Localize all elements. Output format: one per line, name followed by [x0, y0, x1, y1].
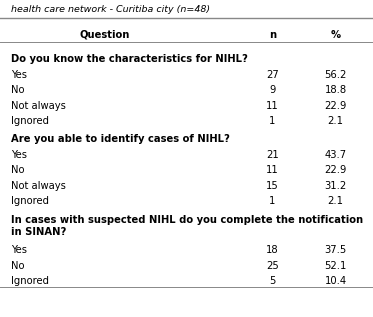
Text: Are you able to identify cases of NIHL?: Are you able to identify cases of NIHL? — [11, 134, 230, 145]
Text: health care network - Curitiba city (n=48): health care network - Curitiba city (n=4… — [11, 5, 210, 14]
Text: Yes: Yes — [11, 245, 27, 256]
Text: Ignored: Ignored — [11, 196, 49, 206]
Text: Question: Question — [79, 30, 130, 40]
Text: 1: 1 — [269, 116, 276, 126]
Text: Do you know the characteristics for NIHL?: Do you know the characteristics for NIHL… — [11, 54, 248, 64]
Text: 52.1: 52.1 — [325, 261, 347, 271]
Text: 31.2: 31.2 — [325, 181, 347, 191]
Text: 18.8: 18.8 — [325, 85, 347, 95]
Text: Not always: Not always — [11, 100, 66, 111]
Text: No: No — [11, 85, 25, 95]
Text: No: No — [11, 165, 25, 175]
Text: In cases with suspected NIHL do you complete the notification
in SINAN?: In cases with suspected NIHL do you comp… — [11, 215, 363, 237]
Text: 25: 25 — [266, 261, 279, 271]
Text: 10.4: 10.4 — [325, 276, 347, 286]
Text: 2.1: 2.1 — [328, 116, 344, 126]
Text: 18: 18 — [266, 245, 279, 256]
Text: 5: 5 — [269, 276, 276, 286]
Text: 22.9: 22.9 — [325, 165, 347, 175]
Text: Ignored: Ignored — [11, 116, 49, 126]
Text: 56.2: 56.2 — [325, 70, 347, 80]
Text: %: % — [330, 30, 341, 40]
Text: 43.7: 43.7 — [325, 150, 347, 160]
Text: 1: 1 — [269, 196, 276, 206]
Text: n: n — [269, 30, 276, 40]
Text: 11: 11 — [266, 100, 279, 111]
Text: 27: 27 — [266, 70, 279, 80]
Text: 11: 11 — [266, 165, 279, 175]
Text: Yes: Yes — [11, 150, 27, 160]
Text: 15: 15 — [266, 181, 279, 191]
Text: 37.5: 37.5 — [325, 245, 347, 256]
Text: 9: 9 — [269, 85, 276, 95]
Text: Yes: Yes — [11, 70, 27, 80]
Text: 2.1: 2.1 — [328, 196, 344, 206]
Text: Ignored: Ignored — [11, 276, 49, 286]
Text: 21: 21 — [266, 150, 279, 160]
Text: No: No — [11, 261, 25, 271]
Text: 22.9: 22.9 — [325, 100, 347, 111]
Text: Not always: Not always — [11, 181, 66, 191]
